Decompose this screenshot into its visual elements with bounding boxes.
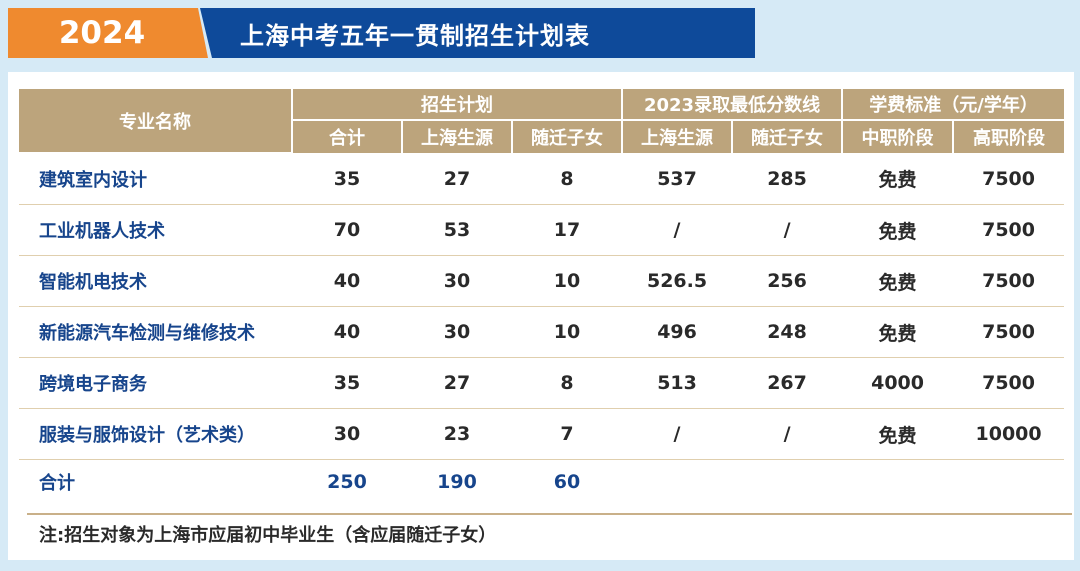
fee-secondary: 免费 (842, 408, 954, 460)
header-group-score: 2023录取最低分数线 (622, 89, 844, 121)
plan-total: 30 (292, 408, 402, 460)
fee-higher: 10000 (953, 408, 1065, 460)
empty-cell (622, 460, 732, 505)
fee-higher: 7500 (953, 357, 1065, 409)
major-name: 工业机器人技术 (19, 204, 292, 256)
table-card: 专业名称 招生计划 2023录取最低分数线 学费标准（元/学年） 合计 上海生源… (8, 72, 1074, 560)
fee-secondary: 4000 (842, 357, 954, 409)
total-shanghai: 190 (437, 471, 477, 493)
total-row: 合计 250 190 60 (19, 460, 1064, 505)
plan-total: 40 (292, 306, 402, 358)
empty-cell (842, 460, 953, 505)
score-migrant: 267 (732, 357, 843, 409)
header-fee-higher: 高职阶段 (953, 120, 1065, 153)
plan-shanghai: 53 (402, 204, 512, 256)
empty-cell (953, 460, 1064, 505)
score-shanghai: 526.5 (622, 255, 733, 307)
plan-total: 35 (292, 357, 402, 409)
footnote: 注:招生对象为上海市应届初中毕业生（含应届随迁子女） (39, 525, 497, 546)
fee-higher: 7500 (953, 306, 1065, 358)
score-migrant: 285 (732, 153, 843, 205)
major-name: 新能源汽车检测与维修技术 (19, 306, 292, 358)
year-label: 2024 (58, 15, 146, 51)
fee-secondary: 免费 (842, 255, 954, 307)
header-major-name: 专业名称 (19, 89, 293, 154)
fee-higher: 7500 (953, 153, 1065, 205)
table-row: 智能机电技术 40 30 10 526.5 256 免费 7500 (19, 255, 1065, 307)
score-shanghai: 496 (622, 306, 733, 358)
plan-migrant: 17 (512, 204, 623, 256)
header-score-shanghai: 上海生源 (622, 120, 734, 153)
table-row: 跨境电子商务 35 27 8 513 267 4000 7500 (19, 357, 1065, 409)
title-bar (200, 8, 755, 58)
fee-secondary: 免费 (842, 153, 954, 205)
header-plan-migrant: 随迁子女 (512, 120, 624, 153)
major-name: 建筑室内设计 (19, 153, 292, 205)
fee-higher: 7500 (953, 204, 1065, 256)
plan-shanghai: 30 (402, 255, 512, 307)
major-name: 服装与服饰设计（艺术类） (19, 408, 292, 460)
score-shanghai: 537 (622, 153, 733, 205)
fee-secondary: 免费 (842, 306, 954, 358)
enrollment-table: 专业名称 招生计划 2023录取最低分数线 学费标准（元/学年） 合计 上海生源… (19, 89, 1065, 505)
header-score-migrant: 随迁子女 (732, 120, 844, 153)
header-fee-secondary: 中职阶段 (842, 120, 955, 153)
plan-migrant: 8 (512, 357, 623, 409)
plan-shanghai: 30 (402, 306, 512, 358)
major-name: 跨境电子商务 (19, 357, 292, 409)
plan-total: 40 (292, 255, 402, 307)
plan-shanghai: 23 (402, 408, 512, 460)
plan-shanghai: 27 (402, 357, 512, 409)
year-badge (8, 8, 208, 58)
table-row: 服装与服饰设计（艺术类） 30 23 7 / / 免费 10000 (19, 408, 1065, 460)
plan-migrant: 10 (512, 306, 623, 358)
score-migrant: / (732, 408, 843, 460)
plan-shanghai: 27 (402, 153, 512, 205)
table-row: 新能源汽车检测与维修技术 40 30 10 496 248 免费 7500 (19, 306, 1065, 358)
plan-total: 70 (292, 204, 402, 256)
header-plan-shanghai: 上海生源 (402, 120, 513, 153)
major-name: 智能机电技术 (19, 255, 292, 307)
score-shanghai: / (622, 204, 733, 256)
fee-secondary: 免费 (842, 204, 954, 256)
fee-higher: 7500 (953, 255, 1065, 307)
table-row: 建筑室内设计 35 27 8 537 285 免费 7500 (19, 153, 1065, 205)
header-group-fee: 学费标准（元/学年） (842, 89, 1065, 121)
plan-total: 35 (292, 153, 402, 205)
title-banner: 2024 上海中考五年一贯制招生计划表 (0, 8, 755, 58)
total-plan: 250 (327, 471, 367, 493)
score-migrant: 256 (732, 255, 843, 307)
score-shanghai: / (622, 408, 733, 460)
score-migrant: 248 (732, 306, 843, 358)
note-divider (27, 513, 1072, 515)
score-migrant: / (732, 204, 843, 256)
plan-migrant: 7 (512, 408, 623, 460)
header-plan-total: 合计 (292, 120, 403, 153)
total-migrant: 60 (553, 471, 581, 493)
plan-migrant: 8 (512, 153, 623, 205)
score-shanghai: 513 (622, 357, 733, 409)
plan-migrant: 10 (512, 255, 623, 307)
header-group-plan: 招生计划 (292, 89, 624, 121)
total-label: 合计 (39, 473, 75, 494)
page-title: 上海中考五年一贯制招生计划表 (240, 21, 590, 50)
empty-cell (732, 460, 842, 505)
table-row: 工业机器人技术 70 53 17 / / 免费 7500 (19, 204, 1065, 256)
